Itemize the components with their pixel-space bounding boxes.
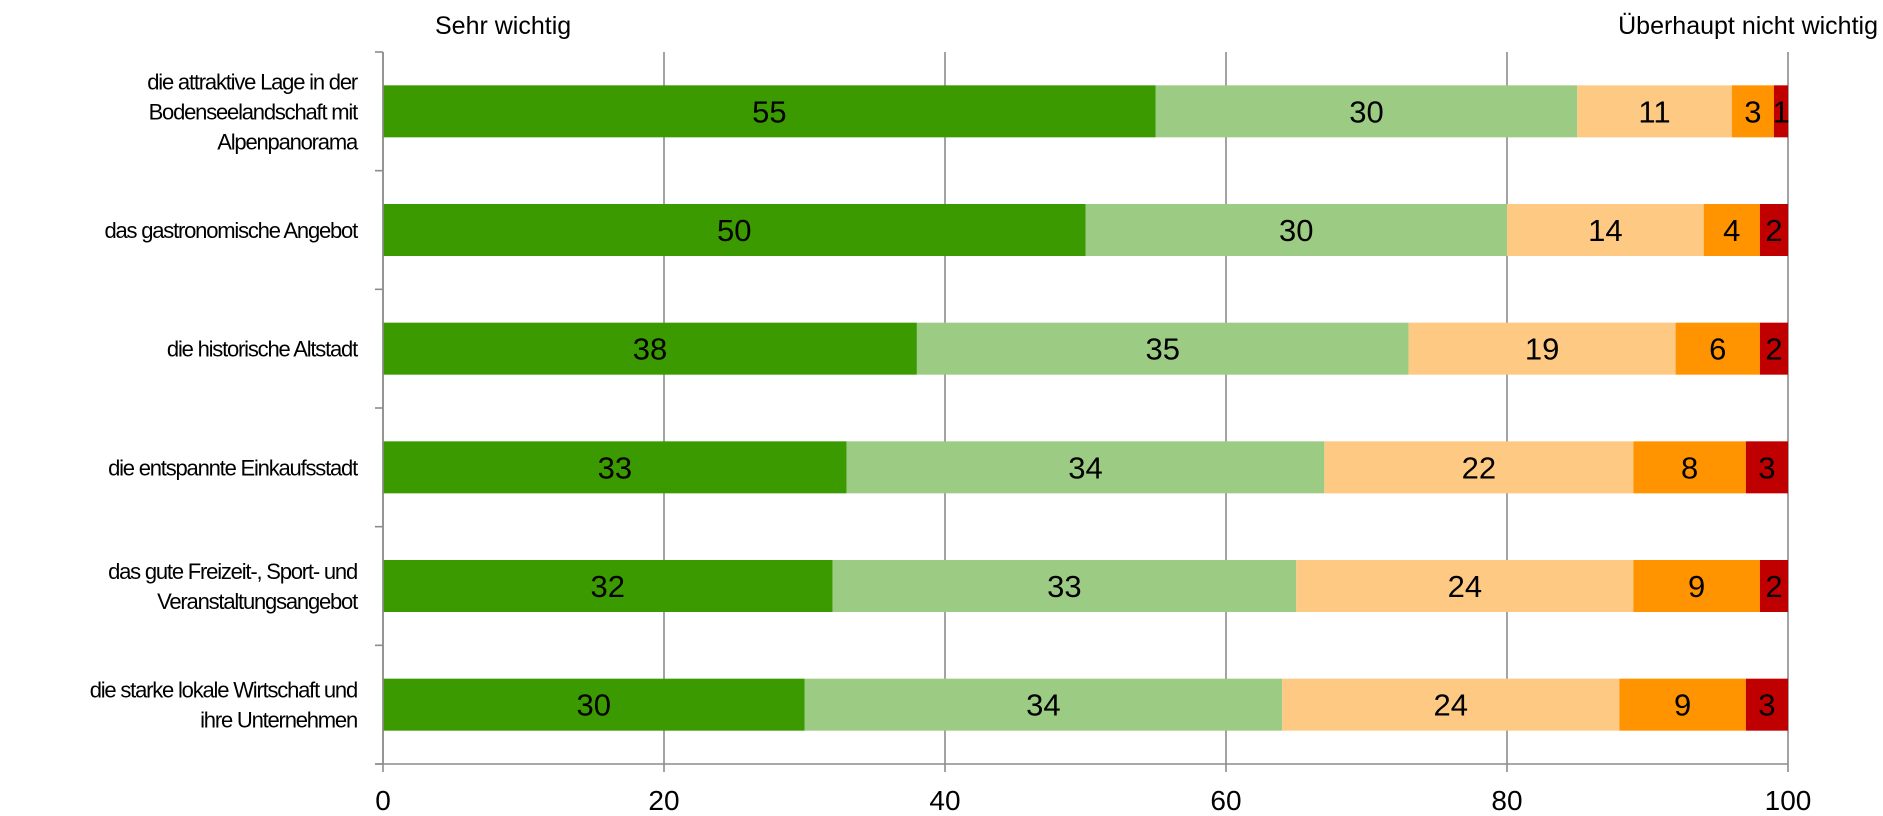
data-label: 11 (1638, 94, 1670, 129)
data-label: 4 (1723, 213, 1740, 248)
x-tick-label: 0 (375, 785, 391, 816)
bar-segment (1773, 85, 1788, 138)
x-tick-label: 60 (1210, 785, 1241, 816)
data-label: 32 (591, 569, 625, 604)
bar-segment (1759, 560, 1788, 612)
bar-segment (1633, 560, 1760, 612)
data-label: 24 (1448, 569, 1482, 604)
data-label: 9 (1674, 688, 1691, 723)
data-label: 19 (1525, 332, 1559, 367)
header-right-label: Überhaupt nicht wichtig (1618, 12, 1878, 40)
bar-segment (916, 322, 1409, 375)
data-label: 2 (1765, 569, 1782, 604)
data-label: 30 (577, 688, 611, 723)
bar-segment (1759, 204, 1788, 256)
data-label: 22 (1462, 450, 1496, 485)
data-label: 50 (717, 213, 751, 248)
category-label-line: die entspannte Einkaufsstadt (108, 455, 358, 480)
bar-segment (1703, 204, 1760, 256)
category-label-line: das gastronomische Angebot (104, 218, 358, 243)
data-label: 2 (1765, 332, 1782, 367)
category-label-line: Alpenpanorama (217, 129, 359, 154)
bar-segment (383, 441, 847, 494)
data-label: 3 (1744, 94, 1761, 129)
data-label: 2 (1765, 213, 1782, 248)
x-tick-label: 80 (1491, 785, 1522, 816)
gridlines (382, 52, 1789, 764)
bar-segment (804, 678, 1283, 731)
data-label: 35 (1146, 332, 1180, 367)
data-label: 14 (1588, 213, 1622, 248)
bar-segment (832, 560, 1297, 612)
data-label: 34 (1068, 450, 1102, 485)
bar-segment (383, 560, 833, 612)
x-tick-label: 100 (1765, 785, 1812, 816)
bar-segment (1296, 560, 1634, 612)
header-left-label: Sehr wichtig (435, 12, 571, 40)
data-label: 6 (1709, 332, 1726, 367)
bar-segment (1155, 85, 1578, 138)
bar-segment (383, 678, 805, 731)
data-label: 3 (1758, 688, 1775, 723)
bar-segment (1731, 85, 1774, 138)
bars (383, 85, 1788, 731)
category-label-line: ihre Unternehmen (200, 708, 357, 733)
bar-segment (383, 322, 917, 375)
category-label: die attraktive Lage in der Bodenseelandsc… (147, 69, 359, 154)
bar-segment (1282, 678, 1620, 731)
data-label: 33 (1047, 569, 1081, 604)
bar-segment (1408, 322, 1676, 375)
labels: 0 20 40 60 80 100 Sehr wichtig Überhaupt nicht … (90, 12, 1878, 816)
x-tick-label: 40 (929, 785, 960, 816)
category-label-line: die historische Altstadt (167, 337, 358, 362)
category-label-line: Veranstaltungsangebot (157, 589, 358, 614)
category-label-line: das gute Freizeit-, Sport- und (108, 559, 357, 584)
bar-segment (1675, 322, 1760, 375)
bar-segment (1085, 204, 1507, 256)
bar-segment (1633, 441, 1746, 494)
category-label: die starke lokale Wirtschaft und ihre Unt… (90, 678, 357, 733)
bar-segment (383, 204, 1086, 256)
bar-segment (1577, 85, 1732, 138)
data-label: 1 (1772, 94, 1789, 129)
data-label: 3 (1758, 450, 1775, 485)
bar-segment (383, 85, 1156, 138)
bar-segment (1745, 441, 1788, 494)
x-tick-label: 20 (648, 785, 679, 816)
data-label: 55 (752, 94, 786, 129)
data-label: 34 (1026, 688, 1060, 723)
bar-segment (1619, 678, 1746, 731)
data-label: 9 (1688, 569, 1705, 604)
bar-segment (1324, 441, 1634, 494)
bar-segment (846, 441, 1325, 494)
category-label-line: die attraktive Lage in der (147, 69, 358, 94)
data-label: 38 (633, 332, 667, 367)
axes (375, 51, 1789, 772)
category-label: das gastronomische Angebot (104, 218, 358, 243)
category-label: die historische Altstadt (167, 337, 358, 362)
data-label: 8 (1681, 450, 1698, 485)
category-label: das gute Freizeit-, Sport- und Veranstalt… (108, 559, 358, 614)
data-label: 30 (1349, 94, 1383, 129)
category-label: die entspannte Einkaufsstadt (108, 455, 358, 480)
data-label: 33 (598, 450, 632, 485)
data-label: 30 (1279, 213, 1313, 248)
category-label-line: Bodenseelandschaft mit (149, 99, 359, 124)
bar-segment (1507, 204, 1704, 256)
category-label-line: die starke lokale Wirtschaft und (90, 678, 357, 703)
bar-segment (1759, 322, 1788, 375)
data-label: 24 (1434, 688, 1468, 723)
bar-segment (1745, 678, 1788, 731)
